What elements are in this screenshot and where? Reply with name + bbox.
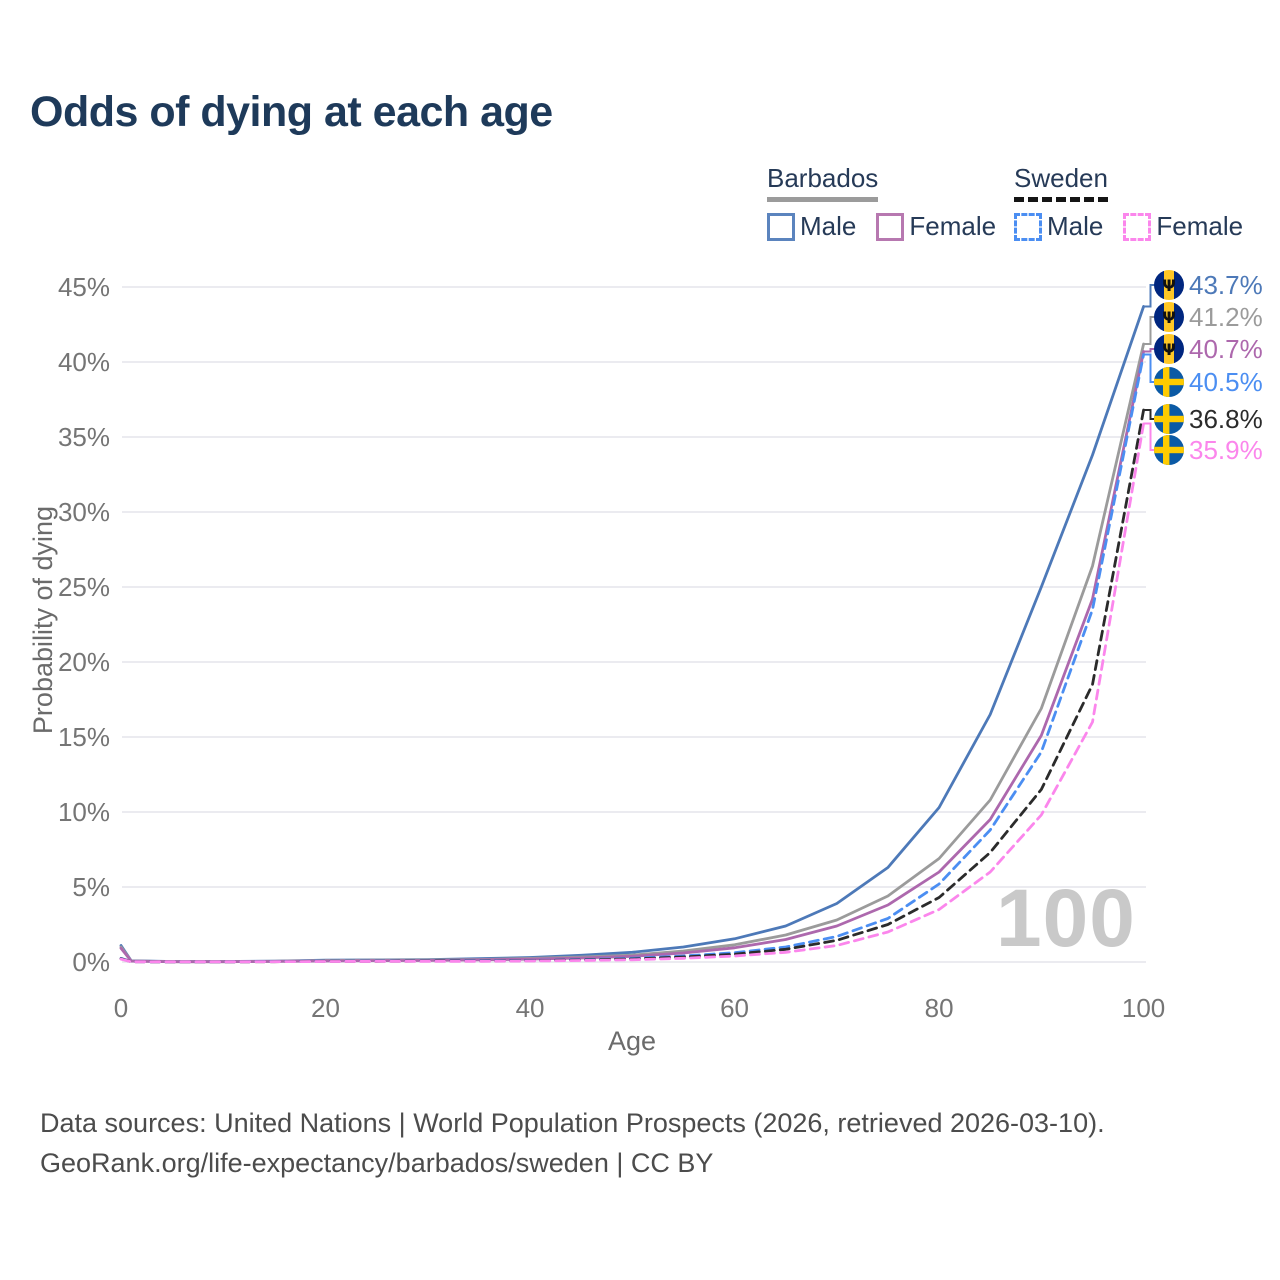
end-label-value: 36.8% — [1189, 404, 1263, 434]
svg-text:Ψ: Ψ — [1162, 276, 1176, 295]
end-label-connector-sweden-female — [1143, 422, 1156, 451]
x-tick-label-20: 20 — [311, 993, 340, 1023]
end-label-barbados-male[interactable]: Ψ 43.7% — [1154, 269, 1263, 301]
sweden-male-swatch-icon — [1014, 212, 1042, 241]
legend-item-sweden-female[interactable]: Female — [1123, 211, 1243, 242]
y-tick-label-45: 45% — [57, 272, 110, 302]
page-title: Odds of dying at each age — [30, 88, 553, 136]
legend-label-barbados-male: Male — [800, 211, 857, 241]
end-label-value: 41.2% — [1189, 302, 1263, 332]
barbados-flag-icon: Ψ — [1154, 334, 1184, 364]
legend-row-barbados: Male Female — [767, 211, 1010, 242]
legend-row-sweden: Male Female — [1014, 211, 1257, 242]
hover-age-watermark: 100 — [996, 873, 1136, 964]
y-tick-label-20: 20% — [57, 647, 110, 677]
sweden-flag-icon — [1154, 404, 1184, 434]
y-tick-label-25: 25% — [57, 572, 110, 602]
end-label-value: 40.5% — [1189, 367, 1263, 397]
barbados-female-swatch-icon — [876, 212, 905, 241]
end-label-value: 43.7% — [1189, 270, 1263, 300]
y-tick-label-10: 10% — [57, 797, 110, 827]
end-label-connector-sweden-male — [1143, 353, 1156, 383]
y-axis-title: Probability of dying — [28, 505, 58, 735]
legend-label-barbados-female: Female — [909, 211, 997, 241]
svg-text:Ψ: Ψ — [1162, 340, 1176, 359]
x-tick-label-60: 60 — [720, 993, 749, 1023]
legend-group-sweden: Sweden Male Female — [1014, 163, 1257, 242]
x-tick-label-80: 80 — [924, 993, 954, 1023]
sweden-female-swatch-icon — [1123, 212, 1152, 241]
end-label-value: 40.7% — [1189, 334, 1263, 364]
end-label-sweden-male[interactable]: 40.5% — [1154, 366, 1263, 398]
y-tick-label-0: 0% — [72, 947, 110, 977]
end-label-sweden-female[interactable]: 35.9% — [1154, 434, 1263, 466]
end-label-connector-barbados-male — [1143, 284, 1156, 308]
barbados-flag-icon: Ψ — [1154, 270, 1184, 300]
legend-header-sweden[interactable]: Sweden — [1014, 163, 1108, 202]
barbados-male-swatch-icon — [767, 212, 795, 241]
x-tick-label-100: 100 — [1121, 993, 1166, 1023]
end-label-connector-sweden-both-sexes — [1143, 409, 1156, 420]
series-line-sweden-both-sexes[interactable] — [119, 408, 1145, 964]
legend-item-sweden-male[interactable]: Male — [1014, 211, 1103, 242]
legend-item-barbados-male[interactable]: Male — [767, 211, 856, 242]
x-tick-label-0: 0 — [113, 993, 129, 1023]
legend-item-barbados-female[interactable]: Female — [876, 211, 996, 242]
legend-group-barbados: Barbados Male Female — [767, 163, 1010, 242]
y-tick-label-40: 40% — [57, 347, 110, 377]
end-label-connector-barbados-female — [1143, 348, 1156, 353]
end-label-connector-barbados-both-sexes — [1143, 316, 1156, 345]
x-tick-label-40: 40 — [515, 993, 545, 1023]
end-label-sweden-both-sexes[interactable]: 36.8% — [1154, 403, 1263, 435]
legend-label-sweden-female: Female — [1156, 211, 1244, 241]
end-label-value: 35.9% — [1189, 435, 1263, 465]
svg-text:Ψ: Ψ — [1162, 308, 1176, 327]
y-tick-label-30: 30% — [57, 497, 110, 527]
attribution-link-text[interactable]: GeoRank.org/life-expectancy/barbados/swe… — [40, 1148, 714, 1178]
end-label-barbados-both-sexes[interactable]: Ψ 41.2% — [1154, 301, 1263, 333]
sweden-flag-icon — [1154, 367, 1184, 397]
data-source-text: Data sources: United Nations | World Pop… — [40, 1108, 1105, 1138]
series-line-sweden-female[interactable] — [119, 422, 1145, 964]
x-axis-title: Age — [607, 1026, 657, 1056]
y-tick-label-5: 5% — [72, 872, 110, 902]
end-label-barbados-female[interactable]: Ψ 40.7% — [1154, 333, 1263, 365]
legend-header-barbados[interactable]: Barbados — [767, 163, 879, 202]
y-tick-label-35: 35% — [57, 422, 110, 452]
legend-label-sweden-male: Male — [1047, 211, 1104, 241]
series-line-barbados-male[interactable] — [119, 305, 1145, 963]
barbados-flag-icon: Ψ — [1154, 302, 1184, 332]
y-tick-label-15: 15% — [57, 722, 110, 752]
sweden-flag-icon — [1154, 435, 1184, 465]
